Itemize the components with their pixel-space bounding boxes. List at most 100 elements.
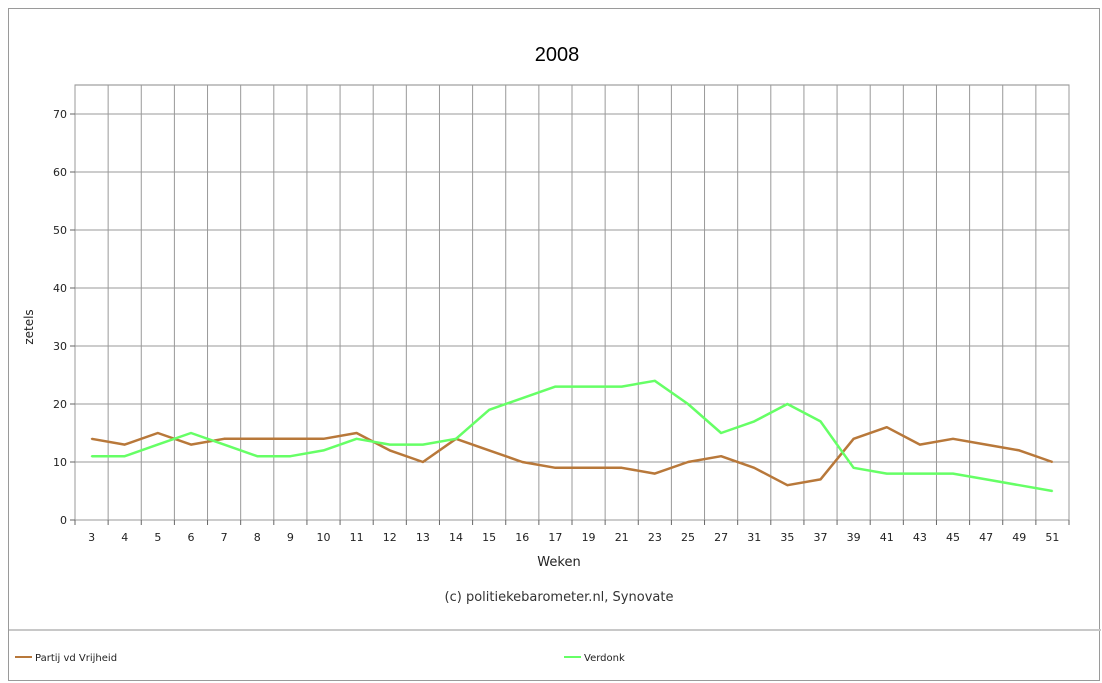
y-tick-label: 20	[53, 398, 67, 411]
x-tick-label: 47	[979, 531, 993, 544]
legend: Partij vd Vrijheid Verdonk	[15, 653, 625, 664]
x-tick-label: 7	[221, 531, 228, 544]
y-axis-label: zetels	[22, 309, 36, 344]
data-point	[90, 438, 93, 440]
x-tick-label: 14	[449, 531, 463, 544]
data-point	[388, 449, 391, 452]
gridlines	[74, 85, 1070, 521]
data-point	[985, 443, 987, 446]
x-tick-label: 3	[88, 531, 95, 544]
data-point	[852, 467, 855, 469]
y-tick-label: 60	[53, 166, 67, 179]
x-tick-label: 35	[780, 531, 794, 544]
data-point	[587, 385, 590, 388]
x-tick-label: 23	[648, 531, 662, 544]
data-point	[157, 443, 159, 446]
data-point	[952, 472, 954, 475]
x-tick-label: 21	[615, 531, 629, 544]
x-tick-label: 10	[317, 531, 331, 544]
data-point	[687, 461, 689, 463]
data-point	[322, 438, 325, 440]
data-point	[455, 438, 457, 440]
x-tick-label: 39	[847, 531, 861, 544]
x-tick-label: 15	[482, 531, 496, 544]
data-point	[885, 426, 888, 429]
credit-text: (c) politiekebarometer.nl, Synovate	[445, 590, 674, 605]
data-point	[488, 409, 490, 411]
x-tick-label: 49	[1012, 531, 1026, 544]
x-tick-label: 43	[913, 531, 927, 544]
x-tick-label: 12	[383, 531, 397, 544]
data-point	[355, 438, 358, 440]
data-point	[422, 443, 424, 446]
x-tick-label: 5	[154, 531, 161, 544]
data-point	[190, 432, 192, 434]
chart-frame: 2008 0 10 20 30 40 50 60 70 3 4 5 6 7 8 9 10 11 12 13 14 15 1…	[8, 8, 1101, 681]
data-point	[587, 467, 590, 469]
data-point	[256, 455, 259, 458]
x-tick-label: 45	[946, 531, 960, 544]
x-tick-label: 16	[515, 531, 529, 544]
data-point	[554, 385, 557, 388]
data-point	[322, 449, 325, 452]
y-tick-label: 30	[53, 340, 67, 353]
x-tick-label: 17	[548, 531, 562, 544]
data-point	[985, 478, 987, 481]
y-tick-label: 50	[53, 224, 67, 237]
data-point	[289, 438, 292, 440]
data-point	[885, 472, 888, 475]
data-point	[1051, 461, 1054, 463]
data-point	[720, 432, 722, 434]
data-point	[620, 385, 623, 388]
data-point	[1051, 490, 1054, 492]
data-point	[919, 443, 921, 446]
series-line	[91, 425, 1053, 487]
data-point	[355, 432, 358, 434]
x-tick-label: 9	[287, 531, 294, 544]
legend-label: Verdonk	[584, 653, 625, 664]
y-tick-label: 70	[53, 108, 67, 121]
data-point	[852, 438, 855, 440]
chart-title: 2008	[535, 44, 580, 66]
y-tick-label: 40	[53, 282, 67, 295]
x-tick-label: 41	[880, 531, 894, 544]
x-tick-label: 6	[187, 531, 194, 544]
data-point	[157, 432, 159, 434]
data-point	[554, 467, 557, 469]
data-point	[256, 438, 259, 440]
data-point	[90, 455, 93, 458]
x-tick-label: 51	[1045, 531, 1059, 544]
data-point	[488, 449, 490, 452]
legend-label: Partij vd Vrijheid	[35, 653, 117, 664]
data-point	[1018, 484, 1021, 487]
data-point	[786, 403, 789, 405]
x-tick-label: 25	[681, 531, 695, 544]
data-point	[786, 484, 789, 487]
x-tick-label: 31	[747, 531, 761, 544]
data-point	[422, 461, 424, 463]
data-point	[687, 403, 689, 405]
x-axis-label: Weken	[537, 555, 580, 570]
data-point	[521, 397, 524, 400]
data-point	[654, 380, 656, 382]
data-point	[289, 455, 292, 458]
data-point	[223, 443, 225, 446]
series-line	[91, 379, 1053, 493]
data-point	[919, 472, 921, 475]
data-point	[123, 443, 126, 446]
data-point	[753, 420, 756, 423]
data-point	[521, 461, 524, 463]
x-tick-label: 8	[254, 531, 261, 544]
data-point	[720, 455, 722, 458]
series-lines	[90, 379, 1054, 493]
data-point	[388, 443, 391, 446]
y-tick-label: 10	[53, 456, 67, 469]
data-point	[753, 467, 756, 469]
x-tick-label: 13	[416, 531, 430, 544]
x-tick-label: 37	[814, 531, 828, 544]
y-tick-label: 0	[60, 514, 67, 527]
data-point	[123, 455, 126, 458]
data-point	[654, 472, 656, 475]
